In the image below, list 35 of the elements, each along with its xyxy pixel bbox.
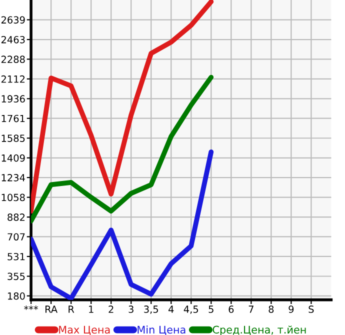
y-tick-label: 1234 — [2, 174, 25, 182]
x-tick-label: 1 — [89, 306, 94, 313]
y-tick-label: 1936 — [2, 95, 25, 103]
x-tick-label: 3 — [128, 306, 134, 313]
x-tick-label: 4,5 — [184, 306, 198, 314]
y-tick-label: 2288 — [1, 56, 25, 64]
x-tick-label: 4 — [168, 306, 174, 313]
x-tick-label: 6 — [228, 306, 234, 313]
x-tick-label: 5 — [208, 306, 214, 313]
y-tick-label: 707 — [8, 233, 25, 241]
x-tick-label: 9 — [288, 306, 294, 313]
y-tick-label: 180 — [8, 292, 25, 300]
y-tick-label: 1409 — [2, 154, 25, 162]
x-tick-label: 8 — [268, 306, 274, 313]
y-tick-label: 1585 — [2, 134, 25, 142]
x-tick-label: S — [308, 306, 314, 313]
line-series — [31, 150, 214, 300]
y-tick-label: 1058 — [2, 194, 25, 202]
x-tick-label: *** — [24, 306, 38, 310]
y-tick-label: 882 — [8, 214, 25, 221]
y-tick-label: 531 — [8, 252, 25, 260]
x-tick-label: 3,5 — [144, 306, 158, 314]
legend-label: Max Цена — [59, 326, 110, 335]
line-series — [31, 74, 214, 224]
y-tick-label: 2112 — [1, 75, 25, 83]
y-tick-label: 355 — [8, 272, 25, 280]
line-series — [31, 0, 214, 214]
y-tick-label: 1761 — [2, 114, 25, 122]
x-tick-label: RA — [46, 306, 58, 313]
x-tick-label: 2 — [108, 306, 114, 313]
legend-label: Min Цена — [138, 326, 186, 335]
y-tick-label: 2639 — [1, 16, 25, 24]
x-tick-label: 7 — [248, 306, 254, 313]
y-tick-label: 2463 — [1, 36, 25, 44]
x-tick-label: R — [68, 306, 74, 313]
